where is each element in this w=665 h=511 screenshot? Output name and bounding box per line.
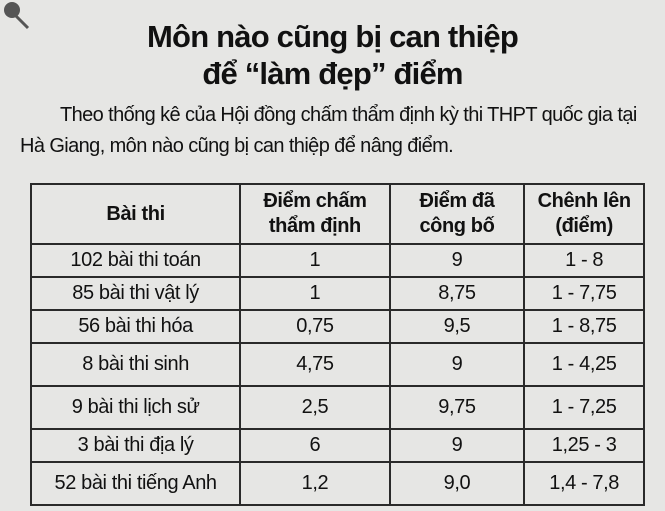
table-row: 9 bài thi lịch sử 2,5 9,75 1 - 7,25 — [29, 385, 645, 430]
table-cell: 2,5 — [239, 385, 391, 430]
table-cell: 9,75 — [388, 385, 526, 430]
table-cell: 6 — [239, 428, 391, 463]
table-cell: 9 — [388, 342, 526, 387]
title: Môn nào cũng bị can thiệp để “làm đẹp” đ… — [0, 18, 665, 92]
table-row: 85 bài thi vật lý 1 8,75 1 - 7,75 — [29, 276, 645, 311]
table-cell: 1 - 8,75 — [523, 309, 645, 344]
table-cell: 1 — [239, 276, 391, 311]
table-row: 52 bài thi tiếng Anh 1,2 9,0 1,4 - 7,8 — [29, 461, 645, 506]
table-cell: 9 bài thi lịch sử — [29, 385, 242, 430]
table-cell: 102 bài thi toán — [29, 243, 242, 278]
title-line: Môn nào cũng bị can thiệp — [147, 19, 519, 54]
table-cell: 9,5 — [388, 309, 526, 344]
table-cell: 1,4 - 7,8 — [523, 461, 645, 506]
table-body: 102 bài thi toán 1 9 1 - 8 85 bài thi vật lý… — [29, 243, 645, 506]
table-cell: 1,25 - 3 — [523, 428, 645, 463]
pin-needle — [12, 12, 30, 30]
data-table: Bài thi Điểm chấm thẩm định Điểm đã công b… — [29, 183, 645, 506]
table-cell: 8,75 — [388, 276, 526, 311]
table-cell: 9 — [388, 428, 526, 463]
table-cell: 1 - 8 — [523, 243, 645, 278]
table-cell: 9,0 — [388, 461, 526, 506]
table-row: 102 bài thi toán 1 9 1 - 8 — [29, 243, 645, 278]
table-cell: 1 - 7,75 — [523, 276, 645, 311]
table-cell: 52 bài thi tiếng Anh — [29, 461, 242, 506]
table-cell: 56 bài thi hóa — [29, 309, 242, 344]
column-header: Điểm chấm thẩm định — [239, 183, 391, 245]
table-row: 56 bài thi hóa 0,75 9,5 1 - 8,75 — [29, 309, 645, 344]
header-row: Bài thi Điểm chấm thẩm định Điểm đã công b… — [29, 183, 645, 245]
table-row: 3 bài thi địa lý 6 9 1,25 - 3 — [29, 428, 645, 463]
title-line: để “làm đẹp” điểm — [202, 56, 463, 91]
table-cell: 1 - 4,25 — [523, 342, 645, 387]
table-cell: 1 — [239, 243, 391, 278]
table-cell: 1 - 7,25 — [523, 385, 645, 430]
table-cell: 3 bài thi địa lý — [29, 428, 242, 463]
table-cell: 8 bài thi sinh — [29, 342, 242, 387]
table-cell: 1,2 — [239, 461, 391, 506]
column-header: Chênh lên (điểm) — [523, 183, 645, 245]
pin-icon — [4, 2, 30, 30]
description: Theo thống kê của Hội đồng chấm thẩm địn… — [20, 104, 637, 157]
column-header: Điểm đã công bố — [388, 183, 526, 245]
table-cell: 9 — [388, 243, 526, 278]
table-cell: 4,75 — [239, 342, 391, 387]
table-row: 8 bài thi sinh 4,75 9 1 - 4,25 — [29, 342, 645, 387]
table-cell: 85 bài thi vật lý — [29, 276, 242, 311]
table-cell: 0,75 — [239, 309, 391, 344]
column-header: Bài thi — [29, 183, 242, 245]
